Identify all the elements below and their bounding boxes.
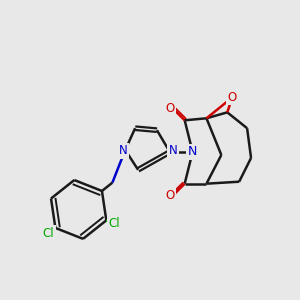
Text: O: O xyxy=(165,189,174,202)
Text: N: N xyxy=(119,145,128,158)
Text: N: N xyxy=(188,146,197,158)
Text: O: O xyxy=(165,102,174,115)
Text: O: O xyxy=(228,91,237,104)
Text: Cl: Cl xyxy=(43,227,54,240)
Text: Cl: Cl xyxy=(109,217,120,230)
Text: N: N xyxy=(168,145,177,158)
